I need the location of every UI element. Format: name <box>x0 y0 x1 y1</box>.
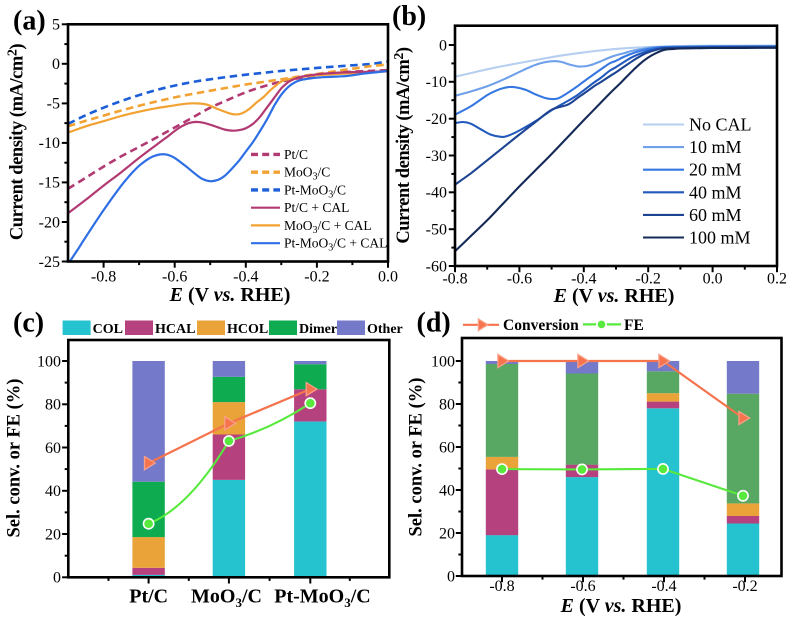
svg-text:-0.6: -0.6 <box>162 268 187 285</box>
svg-text:0.0: 0.0 <box>703 271 723 288</box>
svg-text:20: 20 <box>45 526 61 543</box>
svg-text:-20: -20 <box>426 111 447 128</box>
svg-text:Pt-MoO3/C: Pt-MoO3/C <box>274 586 370 611</box>
svg-text:(d): (d) <box>417 308 451 339</box>
svg-text:80: 80 <box>45 397 61 414</box>
svg-text:HCOL: HCOL <box>227 322 268 337</box>
svg-text:-60: -60 <box>426 258 447 275</box>
svg-text:20 mM: 20 mM <box>689 160 742 180</box>
svg-text:FE: FE <box>624 317 644 334</box>
svg-text:-0.8: -0.8 <box>489 578 514 595</box>
svg-text:40: 40 <box>439 482 455 499</box>
svg-text:No CAL: No CAL <box>689 115 752 135</box>
svg-text:40 mM: 40 mM <box>689 182 742 202</box>
svg-text:0: 0 <box>439 37 447 54</box>
svg-text:-30: -30 <box>426 148 447 165</box>
svg-text:40: 40 <box>45 483 61 500</box>
svg-text:80: 80 <box>439 396 455 413</box>
svg-text:0: 0 <box>53 570 61 587</box>
svg-text:Dimer: Dimer <box>299 322 337 337</box>
svg-text:-20: -20 <box>39 214 60 231</box>
svg-text:Current density (mA/cm2): Current density (mA/cm2) <box>6 44 28 241</box>
svg-text:-0.8: -0.8 <box>442 271 467 288</box>
svg-text:(a): (a) <box>13 6 46 37</box>
svg-text:Conversion: Conversion <box>503 317 579 334</box>
svg-text:COL: COL <box>93 322 123 337</box>
svg-text:-5: -5 <box>47 96 60 113</box>
svg-text:-0.4: -0.4 <box>233 268 258 285</box>
svg-text:-15: -15 <box>39 175 60 192</box>
svg-text:-0.2: -0.2 <box>304 268 329 285</box>
svg-text:60: 60 <box>439 439 455 456</box>
svg-text:Other: Other <box>367 322 403 337</box>
svg-text:MoO3/C + CAL: MoO3/C + CAL <box>284 218 372 236</box>
svg-text:0.2: 0.2 <box>767 271 787 288</box>
svg-text:-0.8: -0.8 <box>91 268 116 285</box>
svg-text:Pt-MoO3/C + CAL: Pt-MoO3/C + CAL <box>284 236 387 254</box>
svg-text:-50: -50 <box>426 222 447 239</box>
svg-text:Current density (mA/cm2): Current density (mA/cm2) <box>392 47 414 244</box>
svg-text:-0.4: -0.4 <box>571 271 596 288</box>
svg-text:0: 0 <box>447 568 455 585</box>
svg-text:60 mM: 60 mM <box>689 205 742 225</box>
svg-text:MoO3/C: MoO3/C <box>191 586 262 611</box>
svg-text:5: 5 <box>52 17 60 34</box>
svg-text:0.0: 0.0 <box>378 268 398 285</box>
svg-text:(b): (b) <box>392 1 426 32</box>
svg-text:60: 60 <box>45 440 61 457</box>
svg-text:-10: -10 <box>39 135 60 152</box>
svg-text:-40: -40 <box>426 185 447 202</box>
svg-text:100 mM: 100 mM <box>689 228 751 248</box>
svg-text:(c): (c) <box>13 308 44 339</box>
svg-text:100: 100 <box>37 353 61 370</box>
svg-text:-10: -10 <box>426 74 447 91</box>
svg-text:E (V vs. RHE): E (V vs. RHE) <box>169 284 291 306</box>
svg-text:HCAL: HCAL <box>155 322 195 337</box>
svg-text:100: 100 <box>431 353 455 370</box>
svg-text:Pt/C: Pt/C <box>129 586 168 608</box>
svg-text:Pt/C: Pt/C <box>284 147 308 162</box>
svg-text:10 mM: 10 mM <box>689 137 742 157</box>
svg-text:E (V vs. RHE): E (V vs. RHE) <box>560 595 682 617</box>
svg-text:MoO3/C: MoO3/C <box>284 165 330 183</box>
svg-text:Sel. conv. or FE (%): Sel. conv. or FE (%) <box>5 379 25 538</box>
svg-text:-0.6: -0.6 <box>570 578 595 595</box>
svg-text:Pt/C + CAL: Pt/C + CAL <box>284 200 349 215</box>
svg-text:20: 20 <box>439 525 455 542</box>
svg-text:E (V vs. RHE): E (V vs. RHE) <box>553 285 675 307</box>
svg-text:0: 0 <box>52 56 60 73</box>
svg-text:-0.6: -0.6 <box>507 271 532 288</box>
svg-text:-0.4: -0.4 <box>651 578 676 595</box>
svg-text:Sel. conv. or FE (%): Sel. conv. or FE (%) <box>407 378 427 537</box>
svg-text:-0.2: -0.2 <box>636 271 661 288</box>
svg-text:-25: -25 <box>39 254 60 271</box>
svg-text:-0.2: -0.2 <box>732 578 757 595</box>
